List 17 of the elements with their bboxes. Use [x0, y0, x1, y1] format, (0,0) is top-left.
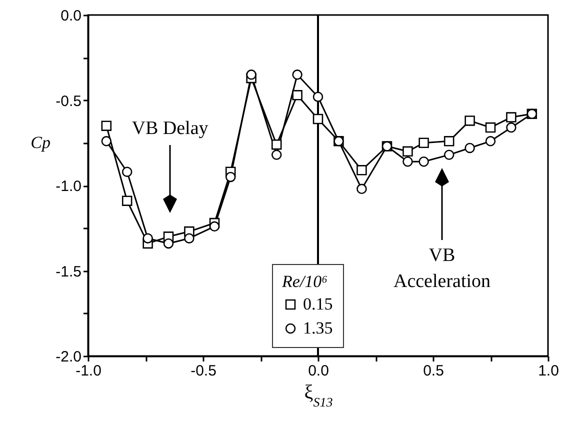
x-tick-label: -1.0: [76, 362, 102, 380]
x-tick-label: 1.0: [538, 362, 559, 380]
legend-label: 0.15: [303, 294, 333, 314]
y-tick-label: -2.0: [56, 348, 82, 366]
y-tick-label: 0.0: [60, 8, 82, 24]
annotation: VB Acceleration: [393, 245, 492, 292]
legend-label: 1.35: [303, 318, 333, 338]
y-tick-label: -0.5: [56, 92, 82, 110]
x-axis-title: ξ$_{S13}$: [304, 382, 334, 409]
y-axis-title: Cp: [30, 132, 50, 152]
x-tick-label: 0.5: [423, 362, 444, 380]
x-tick-label: 0.0: [308, 362, 329, 380]
x-tick-label: -0.5: [190, 362, 216, 380]
y-tick-label: -1.0: [56, 178, 82, 195]
legend-title: Re/10⁶: [281, 272, 328, 291]
y-tick-label: -1.5: [56, 263, 82, 280]
annotation: VB Delay: [132, 118, 209, 139]
